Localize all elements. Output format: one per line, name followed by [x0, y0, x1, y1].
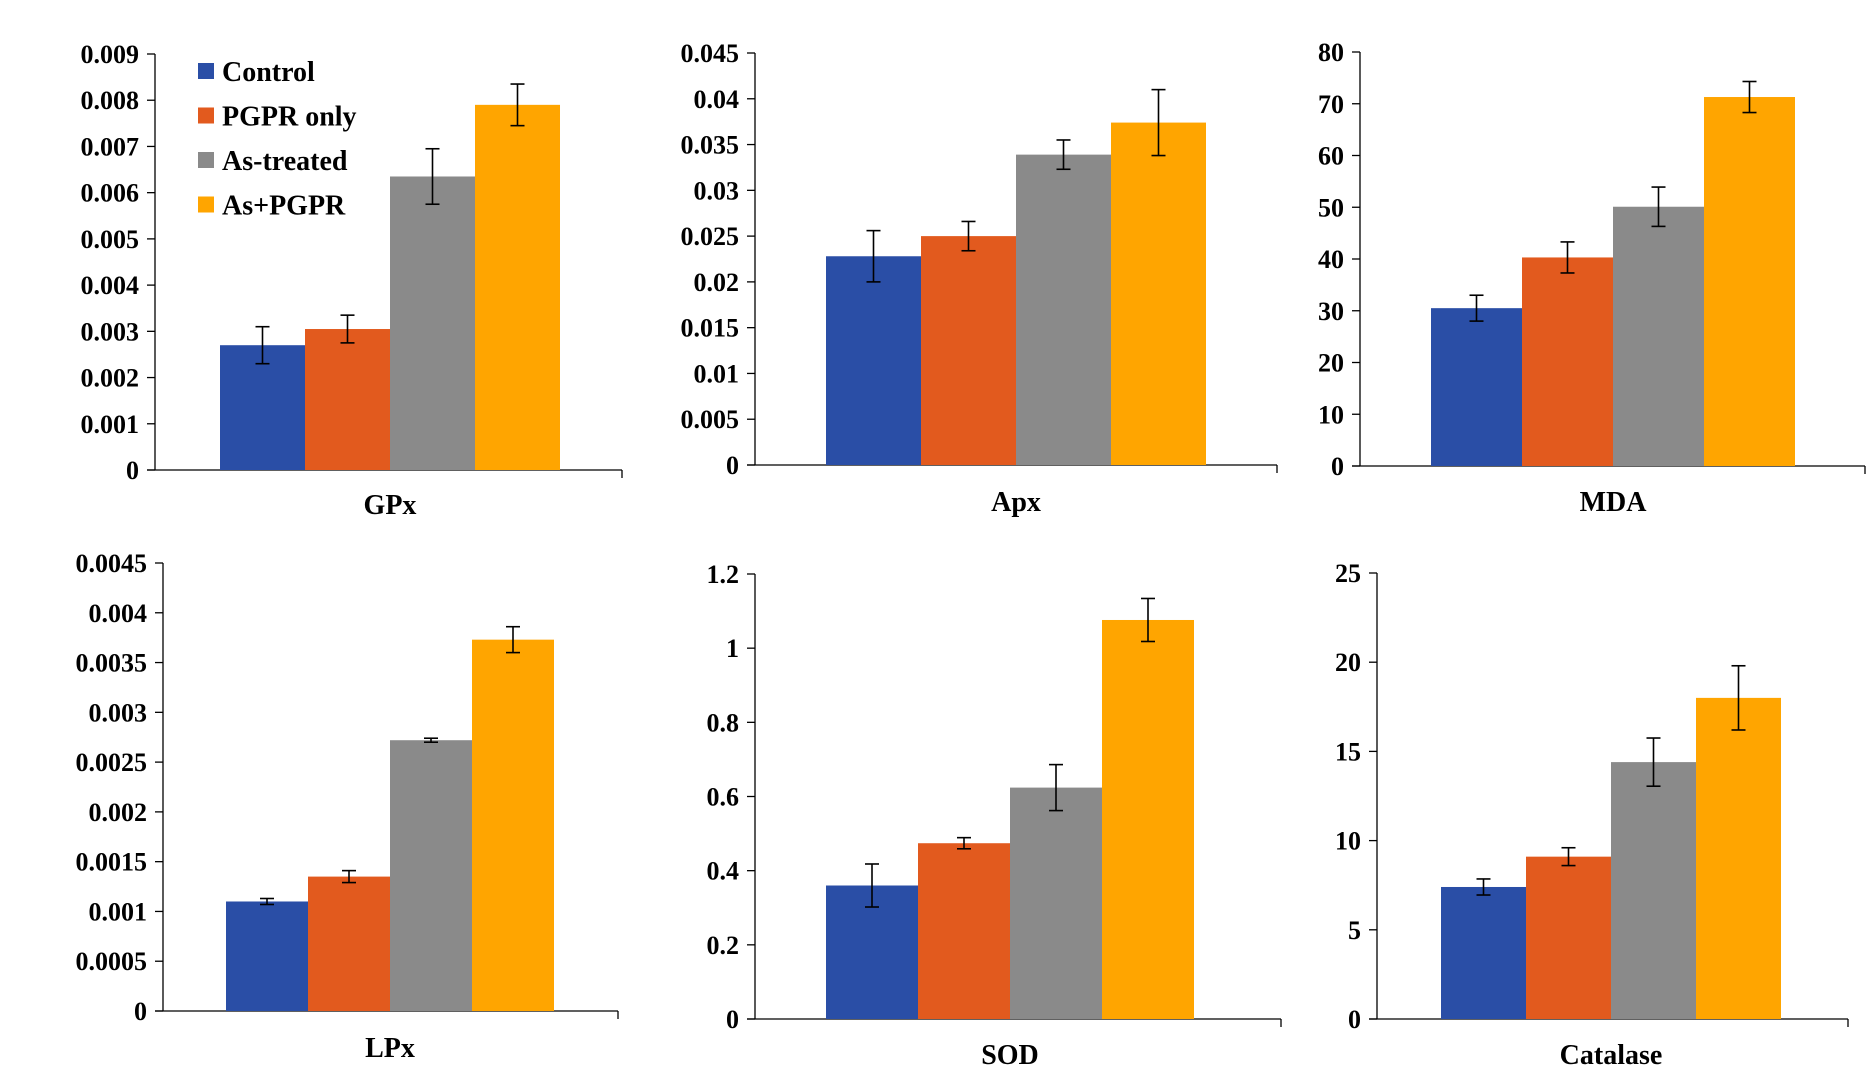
bar-lpx-as-pgpr	[472, 639, 554, 1011]
y-tick-label: 0.002	[89, 798, 148, 827]
bar-mda-control	[1431, 308, 1522, 466]
legend-label-control: Control	[222, 57, 315, 88]
y-tick-label: 0.01	[694, 359, 740, 388]
y-tick-label: 0	[126, 456, 139, 485]
y-tick-label: 0	[134, 997, 147, 1026]
y-tick-label: 0.0035	[76, 649, 148, 678]
y-tick-label: 1	[726, 634, 739, 663]
bar-apx-control	[826, 256, 921, 465]
y-tick-label: 0	[1331, 452, 1344, 481]
bar-sod-as-pgpr	[1102, 619, 1194, 1019]
y-tick-label: 0.4	[707, 857, 740, 886]
legend: Control PGPR only As-treated As+PGPR	[198, 57, 357, 222]
y-tick-label: 0.2	[707, 931, 740, 960]
x-axis-label: SOD	[981, 1040, 1039, 1071]
y-tick-label: 0.002	[81, 364, 140, 393]
bar-lpx-pgpr-only	[308, 876, 390, 1011]
y-tick-label: 20	[1335, 648, 1361, 677]
bar-catalase-as-pgpr	[1696, 697, 1781, 1019]
bar-apx-as-pgpr	[1111, 122, 1206, 466]
bar-mda-pgpr-only	[1522, 257, 1613, 466]
bar-catalase-as-treated	[1611, 762, 1696, 1019]
x-axis-label: Apx	[991, 487, 1041, 518]
chart-panel-sod: 0 0.2 0.4 0.6 0.8 1 1.2 SOD	[707, 560, 1282, 1071]
bar-sod-as-treated	[1010, 787, 1102, 1019]
y-tick-label: 0	[726, 1005, 739, 1034]
y-tick-label: 0.0015	[76, 848, 148, 877]
y-tick-label: 0.007	[81, 132, 140, 161]
legend-label-pgpr-only: PGPR only	[222, 102, 357, 133]
bar-catalase-pgpr-only	[1526, 856, 1611, 1019]
y-tick-label: 0.005	[81, 225, 140, 254]
bar-catalase-control	[1441, 886, 1526, 1019]
y-tick-label: 0.001	[81, 410, 140, 439]
y-tick-label: 0.0045	[76, 549, 148, 578]
bar-mda-as-pgpr	[1704, 97, 1795, 467]
y-tick-label: 0.025	[681, 222, 740, 251]
y-tick-label: 70	[1318, 90, 1344, 119]
bar-apx-pgpr-only	[921, 236, 1016, 465]
y-tick-label: 0.03	[694, 176, 740, 205]
y-tick-label: 80	[1318, 38, 1344, 67]
y-tick-label: 10	[1335, 827, 1361, 856]
bar-sod-pgpr-only	[918, 843, 1010, 1019]
bar-mda-as-treated	[1613, 206, 1704, 467]
x-axis-label: GPx	[364, 490, 417, 521]
legend-swatch-as-treated	[198, 152, 214, 168]
legend-swatch-pgpr-only	[198, 107, 214, 124]
x-axis-label: MDA	[1580, 487, 1648, 518]
legend-swatch-control	[198, 63, 214, 79]
legend-swatch-as-pgpr	[198, 196, 214, 213]
chart-panel-mda: 0 10 20 30 40 50 60 70 80 MDA	[1318, 38, 1866, 518]
bar-gpx-as-pgpr	[475, 104, 560, 470]
y-tick-label: 5	[1348, 916, 1361, 945]
y-tick-label: 0.8	[707, 708, 740, 737]
y-tick-label: 0.003	[81, 317, 140, 346]
y-tick-label: 0.04	[694, 85, 740, 114]
chart-panel-lpx: 0 0.0005 0.001 0.0015 0.002 0.0025 0.003 0.0035…	[76, 549, 619, 1064]
y-tick-label: 40	[1318, 245, 1344, 274]
y-tick-label: 0.009	[81, 40, 140, 69]
y-tick-label: 60	[1318, 142, 1344, 171]
y-tick-label: 0.006	[81, 179, 140, 208]
y-tick-label: 0.015	[681, 314, 740, 343]
y-tick-label: 0.005	[681, 405, 740, 434]
chart-panel-apx: 0 0.005 0.01 0.015 0.02 0.025 0.03 0.035 0.04 0.0…	[681, 39, 1278, 518]
x-axis-label: LPx	[365, 1033, 415, 1064]
y-tick-label: 0.0025	[76, 748, 148, 777]
chart-panel-catalase: 0 5 10 15 20 25 Catalase	[1335, 559, 1849, 1071]
y-tick-label: 50	[1318, 193, 1344, 222]
bar-lpx-control	[226, 901, 308, 1011]
bar-gpx-control	[220, 345, 305, 470]
y-tick-label: 0	[726, 451, 739, 480]
legend-label-as-treated: As-treated	[222, 146, 348, 177]
y-tick-label: 0.004	[89, 599, 148, 628]
legend-label-as-pgpr: As+PGPR	[222, 191, 346, 222]
y-tick-label: 0.008	[81, 86, 140, 115]
x-axis-label: Catalase	[1560, 1040, 1663, 1071]
bar-gpx-pgpr-only	[305, 329, 390, 470]
y-tick-label: 0.0005	[76, 947, 148, 976]
y-tick-label: 0.6	[707, 783, 740, 812]
bar-lpx-as-treated	[390, 740, 472, 1011]
y-tick-label: 0.045	[681, 39, 740, 68]
y-tick-label: 15	[1335, 737, 1361, 766]
y-tick-label: 0.004	[81, 271, 140, 300]
bar-apx-as-treated	[1016, 154, 1111, 466]
y-tick-label: 10	[1318, 400, 1344, 429]
y-tick-label: 20	[1318, 349, 1344, 378]
y-tick-label: 0.02	[694, 268, 740, 297]
y-tick-label: 0.003	[89, 698, 148, 727]
y-tick-label: 1.2	[707, 560, 740, 589]
y-tick-label: 0	[1348, 1005, 1361, 1034]
y-tick-label: 25	[1335, 559, 1361, 588]
bar-gpx-as-treated	[390, 176, 475, 470]
y-tick-label: 0.001	[89, 897, 148, 926]
chart-panel-gpx: 0 0.001 0.002 0.003 0.004 0.005 0.006 0.007 0.00…	[81, 40, 623, 521]
y-tick-label: 30	[1318, 297, 1344, 326]
y-tick-label: 0.035	[681, 131, 740, 160]
